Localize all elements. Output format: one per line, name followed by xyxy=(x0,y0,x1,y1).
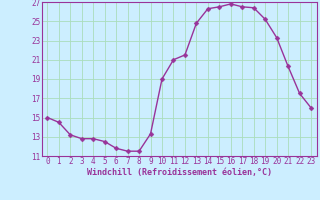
X-axis label: Windchill (Refroidissement éolien,°C): Windchill (Refroidissement éolien,°C) xyxy=(87,168,272,177)
